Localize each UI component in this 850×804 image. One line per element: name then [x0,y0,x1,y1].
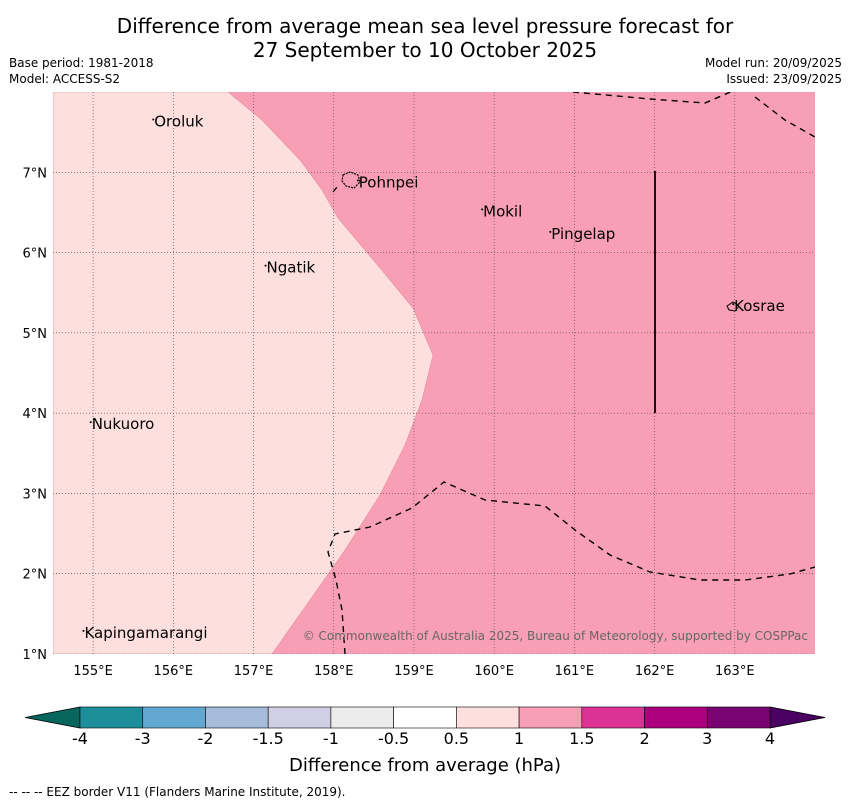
place-label-pingelap: Pingelap [551,225,615,243]
lat-tick-label: 7°N [23,166,48,181]
model-name: Model: ACCESS-S2 [9,72,121,86]
lat-tick-label: 5°N [23,327,48,342]
chart-title-line1: Difference from average mean sea level p… [116,14,734,38]
lat-tick-label: 1°N [23,648,48,663]
eez-legend: -- -- -- EEZ border V11 (Flanders Marine… [9,785,346,799]
colorbar-swatch [581,706,645,729]
place-marker [356,179,359,182]
axis-ticks: 155°E 156°E 157°E 158°E 159°E 160°E 161°E 162°E… [23,166,755,679]
colorbar [24,706,826,729]
copyright-notice: © Commonwealth of Australia 2025, Bureau… [303,629,808,643]
lon-tick-label: 163°E [715,664,755,679]
place-marker [152,118,155,121]
place-label-oroluk: Oroluk [154,113,203,131]
issued-date: Issued: 23/09/2025 [726,72,842,86]
colorbar-tick-label: 1 [513,729,525,748]
place-marker [732,303,735,306]
colorbar-tick-label: -1 [322,729,339,748]
colorbar-tick-label: -0.5 [378,729,410,748]
colorbar-tick-label: -4 [72,729,88,748]
lat-tick-label: 4°N [23,407,48,422]
lon-tick-label: 160°E [474,664,514,679]
colorbar-swatch [142,706,206,729]
colorbar-swatch [644,706,708,729]
place-label-kapingamarangi: Kapingamarangi [84,624,207,642]
colorbar-swatch [205,706,269,729]
colorbar-swatch [79,706,144,729]
colorbar-swatch [393,706,457,729]
pohnpei-island [341,171,361,189]
place-label-nukuoro: Nukuoro [92,415,155,433]
place-label-ngatik: Ngatik [267,259,316,277]
place-label-pohnpei: Pohnpei [359,174,419,192]
colorbar-tick-label: 4 [764,729,776,748]
place-marker [549,230,552,233]
place-label-mokil: Mokil [483,202,522,220]
lon-tick-label: 161°E [555,664,595,679]
place-labels: Oroluk Pohnpei Mokil Pingelap Ngatik Kosrae Nu… [82,113,785,642]
colorbar-swatch [267,706,332,729]
kosrae-island [726,301,740,312]
lon-tick-label: 156°E [154,664,194,679]
colorbar-tick-label: 2 [639,729,650,748]
lon-tick-label: 162°E [635,664,675,679]
colorbar-tick-label: 1.5 [569,729,595,748]
colorbar-tick-label: -1.5 [252,729,284,748]
colorbar-swatch [456,706,520,729]
colorbar-tick-label: -3 [134,729,151,748]
base-period: Base period: 1981-2018 [9,56,154,70]
eez-border [327,92,815,654]
lon-tick-label: 158°E [314,664,354,679]
place-label-kosrae: Kosrae [734,297,785,315]
colorbar-tick-label: -2 [197,729,214,748]
lat-tick-label: 3°N [23,487,48,502]
colorbar-swatch [330,706,394,729]
chart-title-line2: 27 September to 10 October 2025 [252,38,598,62]
colorbar-swatch [518,706,583,729]
colorbar-over-arrow [769,706,826,729]
anomaly-region-0.5-to-1 [53,92,434,654]
place-marker [82,629,85,632]
lon-tick-label: 159°E [394,664,434,679]
lat-tick-label: 2°N [23,568,48,583]
lon-tick-label: 155°E [73,664,113,679]
place-marker [264,264,267,267]
place-marker [89,421,92,424]
colorbar-swatch [706,706,771,729]
colorbar-tick-label: 3 [702,729,713,748]
place-marker [481,208,484,211]
model-run: Model run: 20/09/2025 [704,56,842,70]
colorbar-under-arrow [24,706,81,729]
colorbar-title: Difference from average (hPa) [288,755,562,776]
colorbar-tick-label: 0.5 [443,729,470,748]
lon-tick-label: 157°E [234,664,274,679]
lat-tick-label: 6°N [23,247,48,262]
